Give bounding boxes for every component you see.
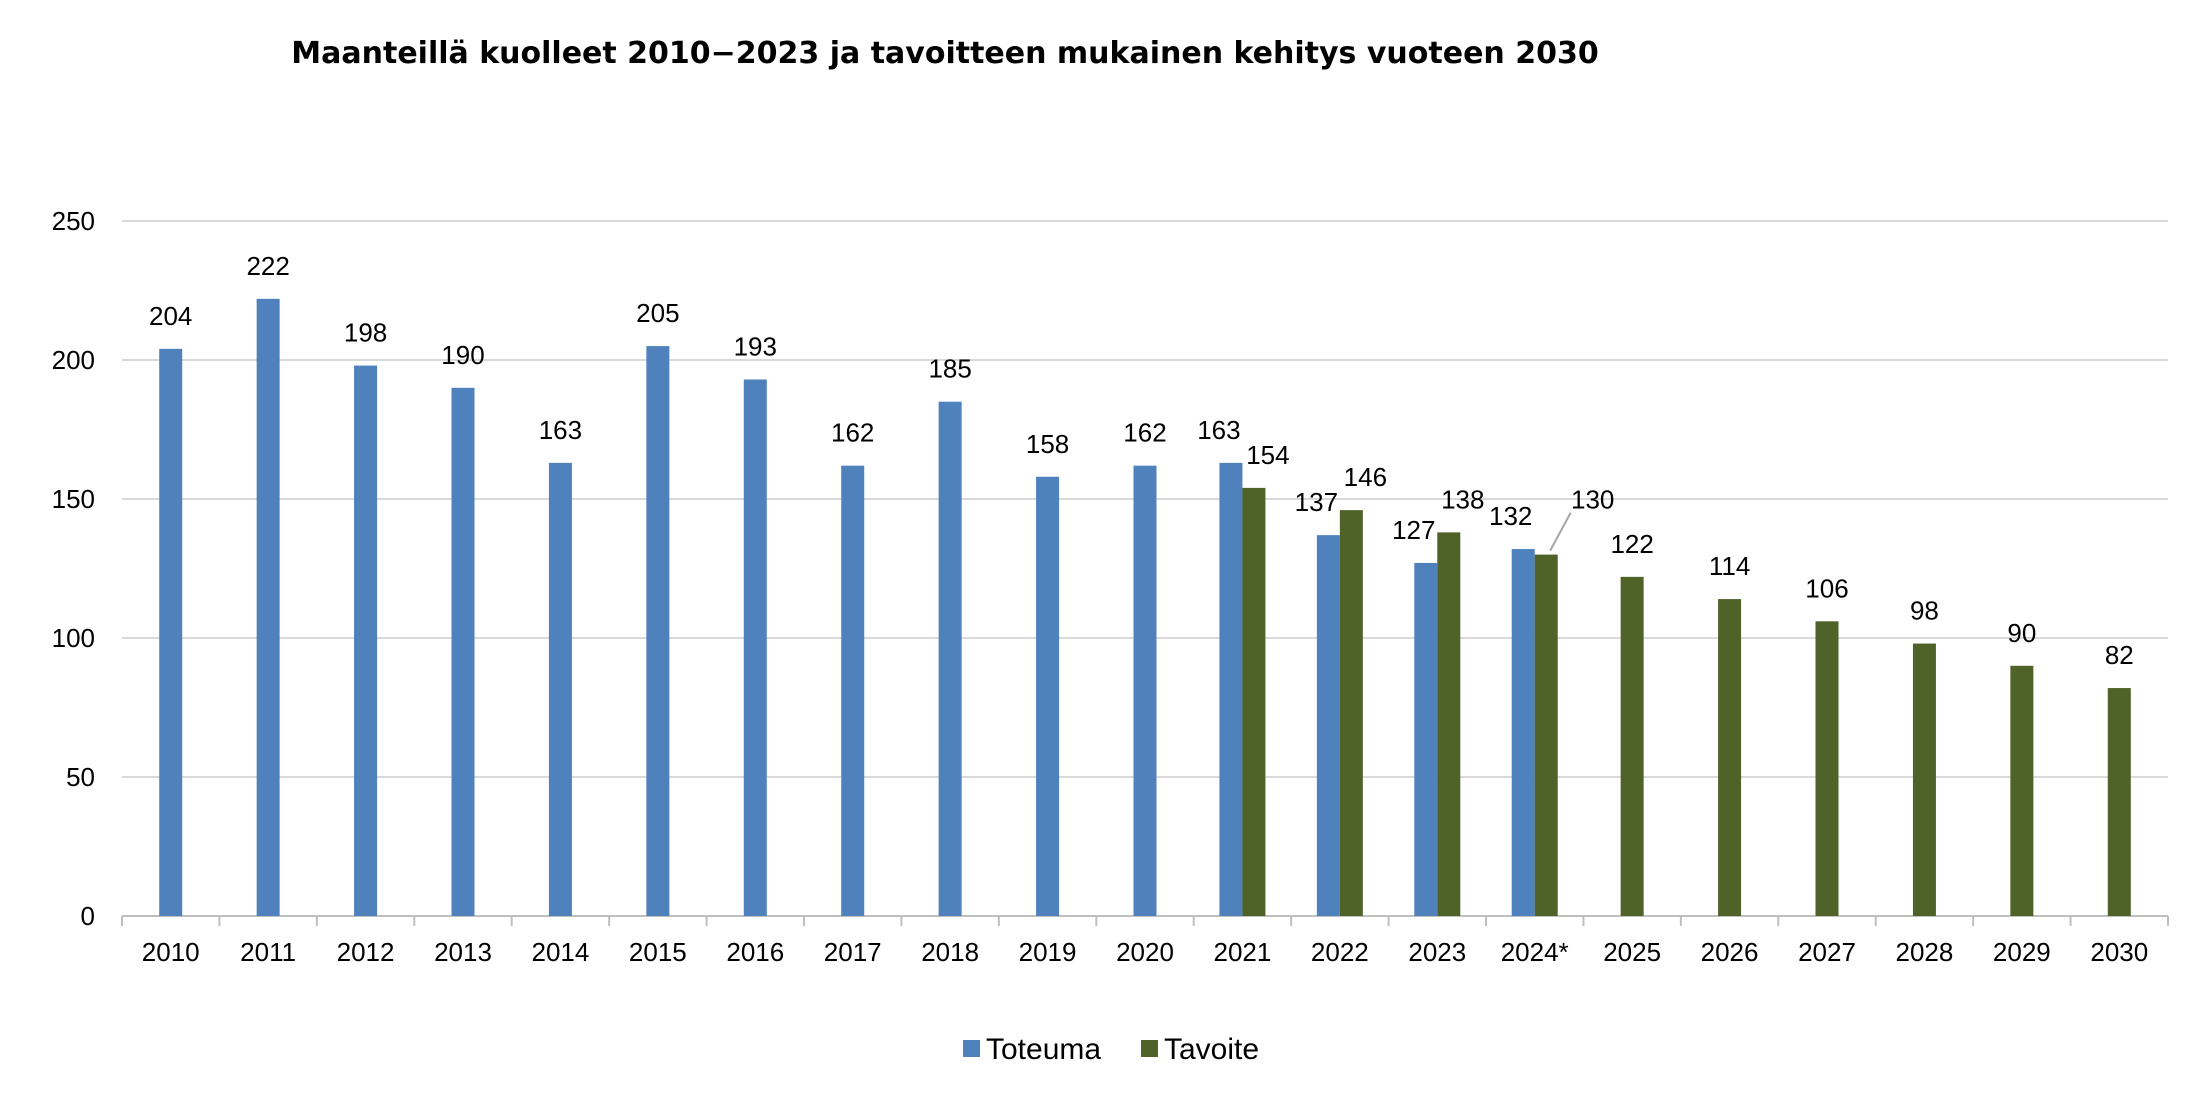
x-tick-label: 2020 (1116, 937, 1174, 967)
data-label: 98 (1910, 596, 1939, 626)
toteuma-bar (354, 365, 378, 916)
toteuma-bar (1316, 535, 1340, 916)
data-label: 205 (636, 298, 679, 328)
toteuma-bar (1511, 549, 1535, 916)
data-label-leader-line (1549, 512, 1572, 552)
x-tick-label: 2016 (726, 937, 784, 967)
x-tick-label: 2010 (142, 937, 200, 967)
x-axis-ticks: 2010 2011 2012 2013 2014 2015 2016 2017 2018 2019… (121, 916, 2169, 967)
data-label: 185 (928, 354, 971, 384)
tavoite-bar (1242, 487, 1266, 916)
data-label: 163 (1197, 415, 1240, 445)
tavoite-bar (2010, 665, 2034, 916)
toteuma-legend-label: Toteuma (986, 1033, 1101, 1066)
toteuma-bar (256, 298, 280, 917)
data-label: 222 (246, 251, 289, 281)
x-tick-label: 2013 (434, 937, 492, 967)
y-tick-label: 250 (52, 206, 95, 236)
data-label: 154 (1246, 440, 1289, 470)
toteuma-bar (938, 401, 962, 916)
toteuma-bar (159, 348, 183, 916)
y-tick-label: 0 (81, 901, 95, 931)
x-tick-label: 2018 (921, 937, 979, 967)
data-label: 114 (1709, 551, 1750, 581)
x-tick-label: 2011 (240, 937, 296, 967)
x-tick-label: 2023 (1408, 937, 1466, 967)
tavoite-bar (1534, 554, 1558, 916)
toteuma-bar (1219, 462, 1243, 916)
y-tick-label: 50 (66, 762, 95, 792)
data-label: 146 (1344, 462, 1387, 492)
data-label: 132 (1489, 501, 1532, 531)
tavoite-bar (1815, 621, 1839, 916)
x-tick-label: 2012 (337, 937, 395, 967)
x-tick-label: 2022 (1311, 937, 1369, 967)
data-label: 190 (441, 340, 484, 370)
toteuma-bar (646, 346, 670, 917)
x-tick-label: 2017 (824, 937, 882, 967)
tavoite-bar (1437, 532, 1461, 916)
data-label: 90 (2007, 618, 2036, 648)
data-label: 82 (2105, 640, 2134, 670)
tavoite-bar (2107, 688, 2131, 916)
x-tick-label: 2030 (2090, 937, 2148, 967)
data-label: 158 (1026, 429, 1069, 459)
x-tick-label: 2021 (1214, 937, 1272, 967)
tavoite-bar (1339, 510, 1363, 916)
tavoite-legend-label: Tavoite (1164, 1033, 1259, 1066)
tavoite-bar (1620, 576, 1644, 916)
toteuma-bar (743, 379, 767, 917)
data-label: 138 (1441, 484, 1484, 514)
data-label: 106 (1805, 573, 1848, 603)
y-tick-label: 100 (52, 623, 95, 653)
x-tick-label: 2019 (1019, 937, 1077, 967)
data-label: 127 (1392, 515, 1435, 545)
data-label: 162 (831, 418, 874, 448)
data-label: 204 (149, 301, 192, 331)
x-tick-label: 2025 (1603, 937, 1661, 967)
data-label: 122 (1610, 529, 1653, 559)
tavoite-bar (1718, 599, 1742, 916)
toteuma-bar (1414, 562, 1438, 916)
x-tick-label: 2029 (1993, 937, 2051, 967)
tavoite-legend-swatch (1141, 1040, 1158, 1057)
chart-title: Maanteillä kuolleet 2010−2023 ja tavoitt… (291, 36, 1599, 71)
toteuma-bar (1036, 476, 1060, 916)
data-label: 162 (1123, 418, 1166, 448)
x-tick-label: 2024* (1501, 937, 1569, 967)
data-label: 193 (734, 331, 777, 361)
toteuma-bar (548, 462, 572, 916)
toteuma-legend-swatch (963, 1040, 980, 1057)
x-tick-label: 2027 (1798, 937, 1856, 967)
y-tick-label: 150 (52, 484, 95, 514)
tavoite-bar (1912, 643, 1936, 916)
data-label: 163 (539, 415, 582, 445)
y-tick-label: 200 (52, 345, 95, 375)
data-label: 130 (1571, 485, 1614, 515)
data-label: 137 (1295, 487, 1338, 517)
x-tick-label: 2015 (629, 937, 687, 967)
x-tick-label: 2028 (1896, 937, 1954, 967)
toteuma-bar (451, 387, 475, 916)
x-tick-label: 2014 (532, 937, 590, 967)
y-axis-ticks: 0 50 100 150 200 250 (52, 206, 95, 931)
x-tick-label: 2026 (1701, 937, 1759, 967)
legend: Toteuma Tavoite (963, 1033, 1259, 1066)
data-label: 198 (344, 318, 387, 348)
bars (159, 298, 2131, 917)
toteuma-bar (1133, 465, 1157, 916)
toteuma-bar (841, 465, 865, 916)
